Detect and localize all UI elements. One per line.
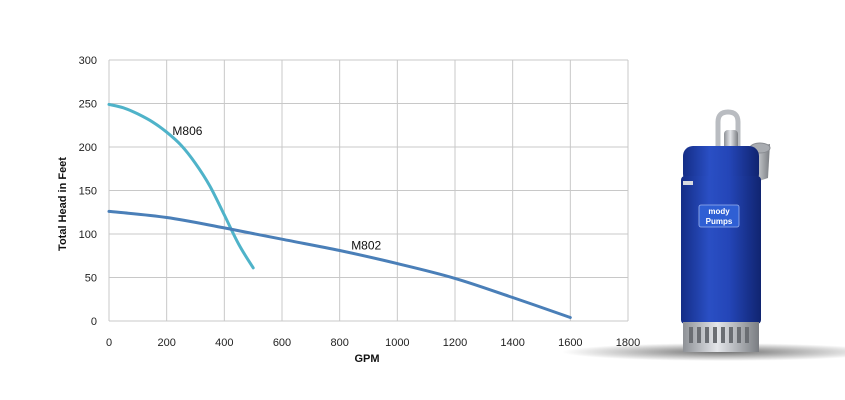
x-tick-label: 1600 [558,337,582,349]
tick-labels: 0 200 400 600 800 1000 1200 1400 1600 18000501001… [79,55,641,349]
pump-strainer-slots [689,327,749,343]
pump-label-plate [683,181,693,185]
y-tick-label: 200 [79,142,97,154]
x-tick-label: 0 [106,337,112,349]
x-tick-label: 1400 [500,337,524,349]
pump-image: mody Pumps [562,109,845,361]
pump-logo-badge [698,204,740,228]
y-tick-label: 300 [79,55,97,67]
y-tick-label: 150 [79,186,97,198]
y-axis-title: Total Head in Feet [57,157,69,251]
series-label-m802: M802 [351,239,381,253]
pump-logo-line-1: mody [708,207,730,216]
series-line-m806 [107,102,255,270]
y-tick-label: 100 [79,229,97,241]
pump-cap [683,146,759,184]
y-tick-label: 0 [91,316,97,328]
pump-body [681,176,761,324]
x-tick-label: 1000 [385,337,409,349]
y-tick-label: 250 [79,99,97,111]
pump-logo-line-2: Pumps [706,217,733,226]
series-label-m806: M806 [172,124,202,138]
pump-handle [715,109,741,150]
x-tick-label: 600 [273,337,291,349]
x-tick-label: 200 [157,337,175,349]
series-line-m802 [107,209,572,319]
x-axis-title: GPM [354,353,379,365]
x-tick-label: 800 [330,337,348,349]
grid [108,59,629,322]
x-tick-label: 1200 [443,337,467,349]
x-tick-label: 400 [215,337,233,349]
series-lines: M806 M802 [107,102,572,319]
y-tick-label: 50 [85,273,97,285]
